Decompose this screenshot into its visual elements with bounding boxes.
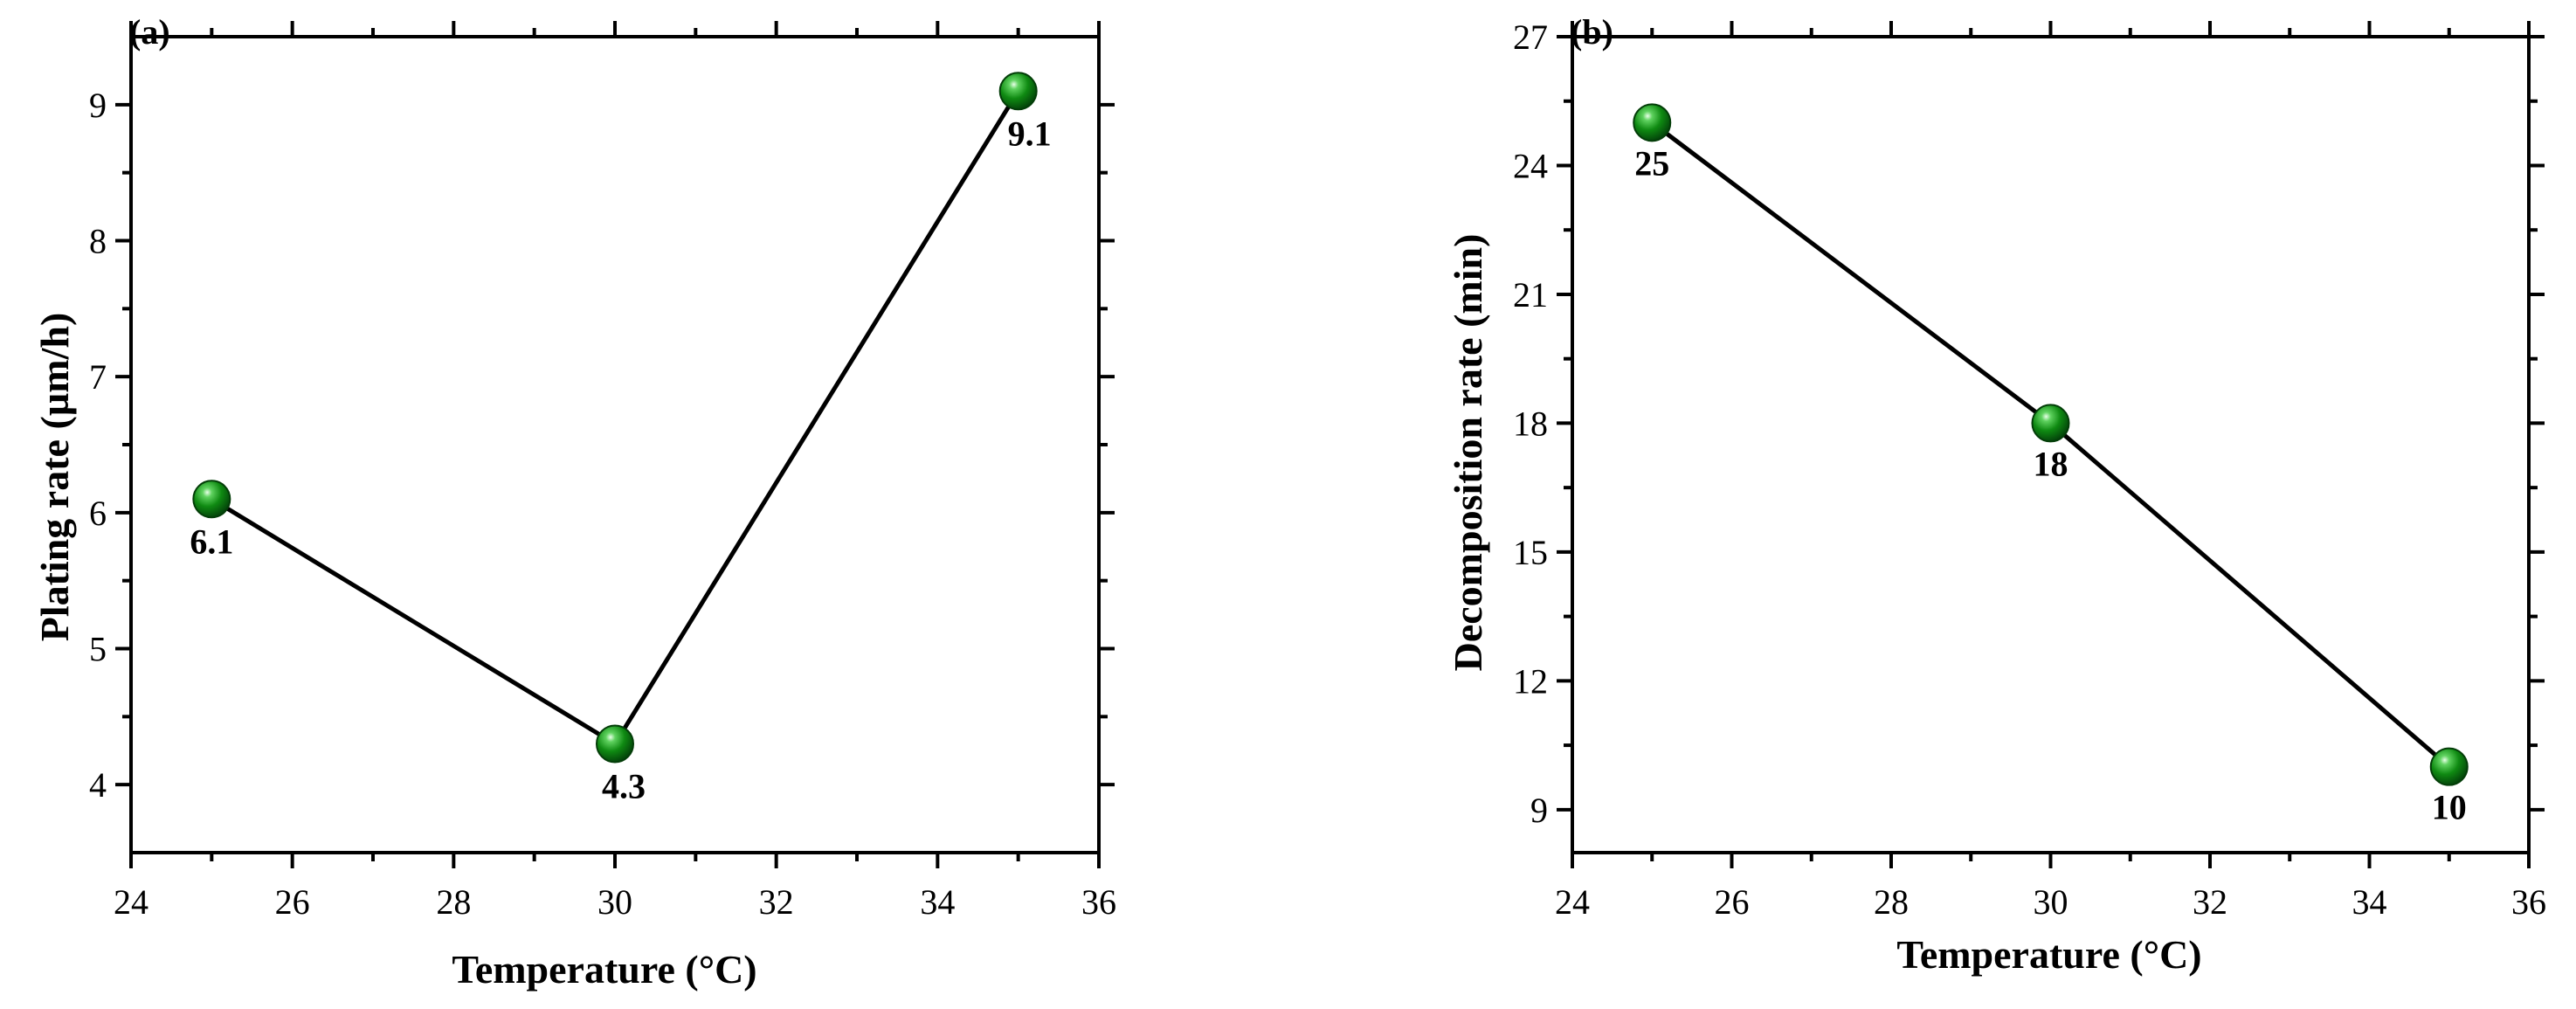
y-tick-label-a: 4	[89, 765, 107, 805]
x-tick-label-a: 24	[114, 882, 148, 922]
data-point-a	[998, 72, 1038, 111]
x-tick-label-a: 34	[920, 882, 955, 922]
x-tick-label-b: 28	[1874, 882, 1909, 922]
chart-panel-a: (a) Temperature (°C) Plating rate (µm/h)…	[32, 12, 1116, 992]
y-tick-label-a: 7	[89, 357, 107, 397]
x-tick-label-b: 24	[1555, 882, 1590, 922]
y-tick-label-b: 9	[1530, 791, 1548, 830]
y-tick-label-b: 21	[1513, 275, 1548, 314]
panel-label-a: (a)	[129, 12, 170, 52]
data-label-a: 4.3	[602, 766, 646, 805]
x-tick-label-a: 30	[597, 882, 632, 922]
x-tick-label-b: 34	[2352, 882, 2387, 922]
x-tick-label-b: 30	[2034, 882, 2068, 922]
y-tick-label-b: 27	[1513, 17, 1548, 57]
data-point-a	[596, 724, 634, 764]
y-tick-label-b: 18	[1513, 404, 1548, 443]
data-point-a	[192, 480, 231, 519]
data-point-b	[2031, 404, 2070, 443]
data-label-a: 6.1	[190, 522, 233, 561]
y-tick-label-a: 6	[89, 494, 107, 533]
x-tick-label-b: 26	[1715, 882, 1750, 922]
y-axis-title-b: Decomposition rate (min)	[1446, 234, 1490, 672]
series-line-a	[211, 89, 1020, 747]
data-point-b	[2429, 747, 2469, 786]
y-tick-label-a: 5	[89, 630, 107, 669]
y-axis-title-a: Plating rate (µm/h)	[32, 313, 77, 642]
y-tick-label-a: 8	[89, 222, 107, 261]
data-label-b: 10	[2432, 788, 2467, 827]
y-tick-label-a: 9	[89, 86, 107, 125]
data-label-b: 18	[2034, 444, 2068, 483]
x-tick-label-a: 32	[759, 882, 794, 922]
chart-panel-b: (b) Temperature (°C) Decomposition rate …	[1446, 12, 2546, 977]
data-point-b	[1633, 103, 1672, 142]
data-label-b: 25	[1634, 143, 1669, 183]
panel-label-b: (b)	[1571, 12, 1613, 52]
x-axis-title-a: Temperature (°C)	[452, 947, 756, 992]
y-tick-label-b: 15	[1513, 533, 1548, 572]
x-tick-label-a: 26	[275, 882, 310, 922]
x-axis-title-b: Temperature (°C)	[1896, 932, 2201, 977]
y-tick-label-b: 12	[1513, 661, 1548, 701]
x-tick-label-a: 28	[436, 882, 471, 922]
data-label-a: 9.1	[1008, 114, 1052, 153]
x-tick-label-b: 36	[2511, 882, 2546, 922]
x-tick-label-b: 32	[2193, 882, 2227, 922]
x-tick-label-a: 36	[1081, 882, 1116, 922]
y-tick-label-b: 24	[1513, 146, 1548, 185]
